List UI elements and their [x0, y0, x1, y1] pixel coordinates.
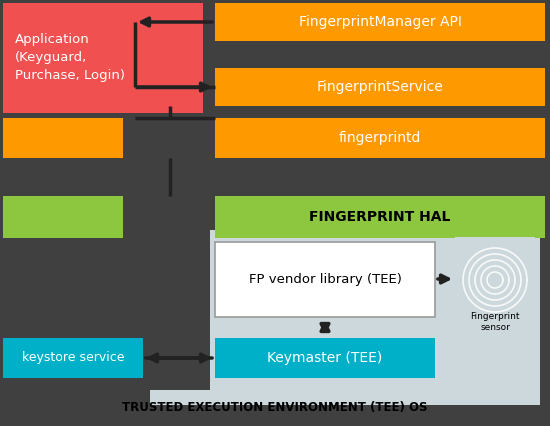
Bar — [455, 237, 535, 332]
Text: Keymaster (TEE): Keymaster (TEE) — [267, 351, 383, 365]
Bar — [3, 3, 203, 113]
Bar — [215, 338, 435, 378]
Text: Fingerprint
sensor: Fingerprint sensor — [470, 312, 520, 332]
Bar — [3, 196, 123, 238]
Bar — [3, 338, 143, 378]
Bar — [215, 242, 435, 317]
Text: keystore service: keystore service — [22, 351, 124, 365]
Text: fingerprintd: fingerprintd — [339, 131, 421, 145]
Bar — [215, 3, 545, 41]
Bar — [150, 230, 540, 405]
Bar — [130, 0, 210, 390]
Bar — [215, 68, 545, 106]
Bar — [3, 118, 123, 158]
Text: Application
(Keyguard,
Purchase, Login): Application (Keyguard, Purchase, Login) — [15, 34, 125, 83]
Text: FingerprintManager API: FingerprintManager API — [299, 15, 461, 29]
Text: FingerprintService: FingerprintService — [317, 80, 443, 94]
Bar — [215, 118, 545, 158]
Text: TRUSTED EXECUTION ENVIRONMENT (TEE) OS: TRUSTED EXECUTION ENVIRONMENT (TEE) OS — [122, 400, 428, 414]
Text: FINGERPRINT HAL: FINGERPRINT HAL — [309, 210, 450, 224]
Text: FP vendor library (TEE): FP vendor library (TEE) — [249, 273, 402, 286]
Bar — [215, 196, 545, 238]
